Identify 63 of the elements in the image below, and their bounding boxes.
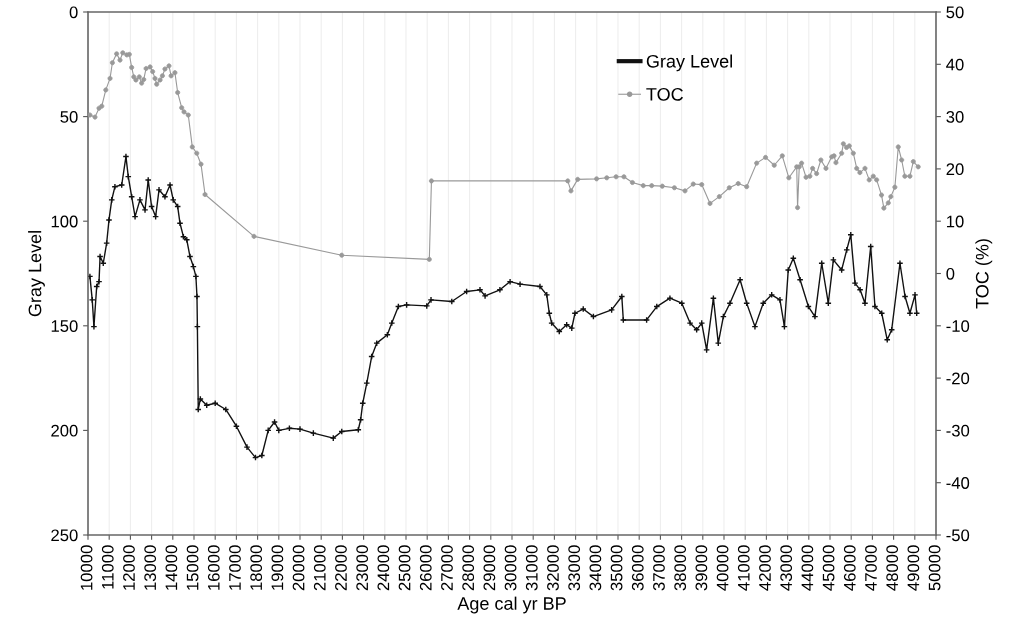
x-tick-label: 15000 (186, 545, 199, 590)
x-tick-label: 42000 (759, 545, 771, 591)
x-tick-label: 45000 (822, 545, 835, 591)
y2-tick-label: -10 (946, 320, 970, 332)
x-tick-label: 38000 (674, 545, 687, 591)
x-tick-label: 41000 (737, 545, 750, 591)
x-tick-label: 39000 (695, 545, 708, 591)
y2-tick-label: 0 (946, 267, 955, 280)
x-tick-label: 43000 (780, 545, 793, 591)
y-tick-label: 150 (51, 320, 78, 332)
x-tick-label: 50000 (928, 545, 941, 591)
y2-tick-label: 10 (946, 215, 964, 228)
x-tick-label: 32000 (547, 545, 559, 591)
x-tick-label: 19000 (271, 545, 284, 590)
x-tick-label: 12000 (123, 545, 135, 590)
x-tick-label: 22000 (335, 545, 347, 591)
y2-tick-label: 20 (946, 163, 964, 176)
x-tick-label: 33000 (568, 545, 581, 591)
x-tick-label: 10000 (80, 545, 93, 590)
x-tick-label: 49000 (907, 545, 920, 591)
x-tick-label: 17000 (229, 545, 241, 590)
y2-tick-label: -40 (946, 477, 970, 489)
x-tick-label: 24000 (377, 545, 390, 591)
x-tick-label: 48000 (886, 545, 899, 591)
x-tick-label: 21000 (313, 545, 326, 591)
x-tick-label: 13000 (144, 545, 157, 590)
x-tick-label: 23000 (356, 545, 369, 591)
x-tick-label: 27000 (441, 545, 453, 591)
x-tick-label: 44000 (801, 545, 814, 591)
y-tick-label: 100 (51, 215, 78, 228)
y2-axis-title: TOC (%) (975, 239, 993, 309)
y2-tick-label: 30 (946, 111, 964, 123)
x-tick-label: 47000 (865, 545, 877, 591)
x-tick-label: 16000 (207, 545, 220, 590)
x-tick-label: 35000 (610, 545, 623, 591)
x-tick-label: 34000 (589, 545, 602, 591)
y-tick-label: 200 (51, 424, 78, 437)
x-tick-label: 36000 (631, 545, 644, 591)
y2-tick-label: 50 (946, 6, 964, 19)
y2-tick-label: -20 (946, 372, 970, 385)
x-tick-label: 14000 (165, 545, 178, 590)
x-tick-label: 46000 (843, 545, 856, 591)
y2-tick-label: -30 (946, 424, 970, 437)
x-tick-label: 40000 (716, 545, 729, 591)
y2-tick-label: -50 (946, 529, 970, 542)
y-tick-label: 50 (60, 111, 78, 123)
x-tick-label: 28000 (462, 545, 475, 591)
y-tick-label: 0 (69, 6, 78, 19)
y2-tick-label: 40 (946, 58, 964, 71)
x-tick-label: 18000 (250, 545, 263, 590)
x-tick-label: 37000 (653, 545, 665, 591)
x-tick-label: 20000 (292, 545, 305, 591)
legend-label: TOC (646, 87, 683, 101)
x-axis-title: Age cal yr BP (457, 596, 566, 614)
x-tick-label: 31000 (525, 545, 538, 591)
x-tick-label: 30000 (504, 545, 517, 591)
x-tick-label: 11000 (101, 545, 114, 589)
x-tick-label: 25000 (398, 545, 411, 591)
y-axis-title: Gray Level (28, 231, 45, 317)
x-tick-label: 29000 (483, 545, 496, 591)
y-tick-label: 250 (51, 529, 78, 542)
legend-label: Gray Level (646, 54, 732, 72)
x-tick-label: 26000 (419, 545, 432, 591)
